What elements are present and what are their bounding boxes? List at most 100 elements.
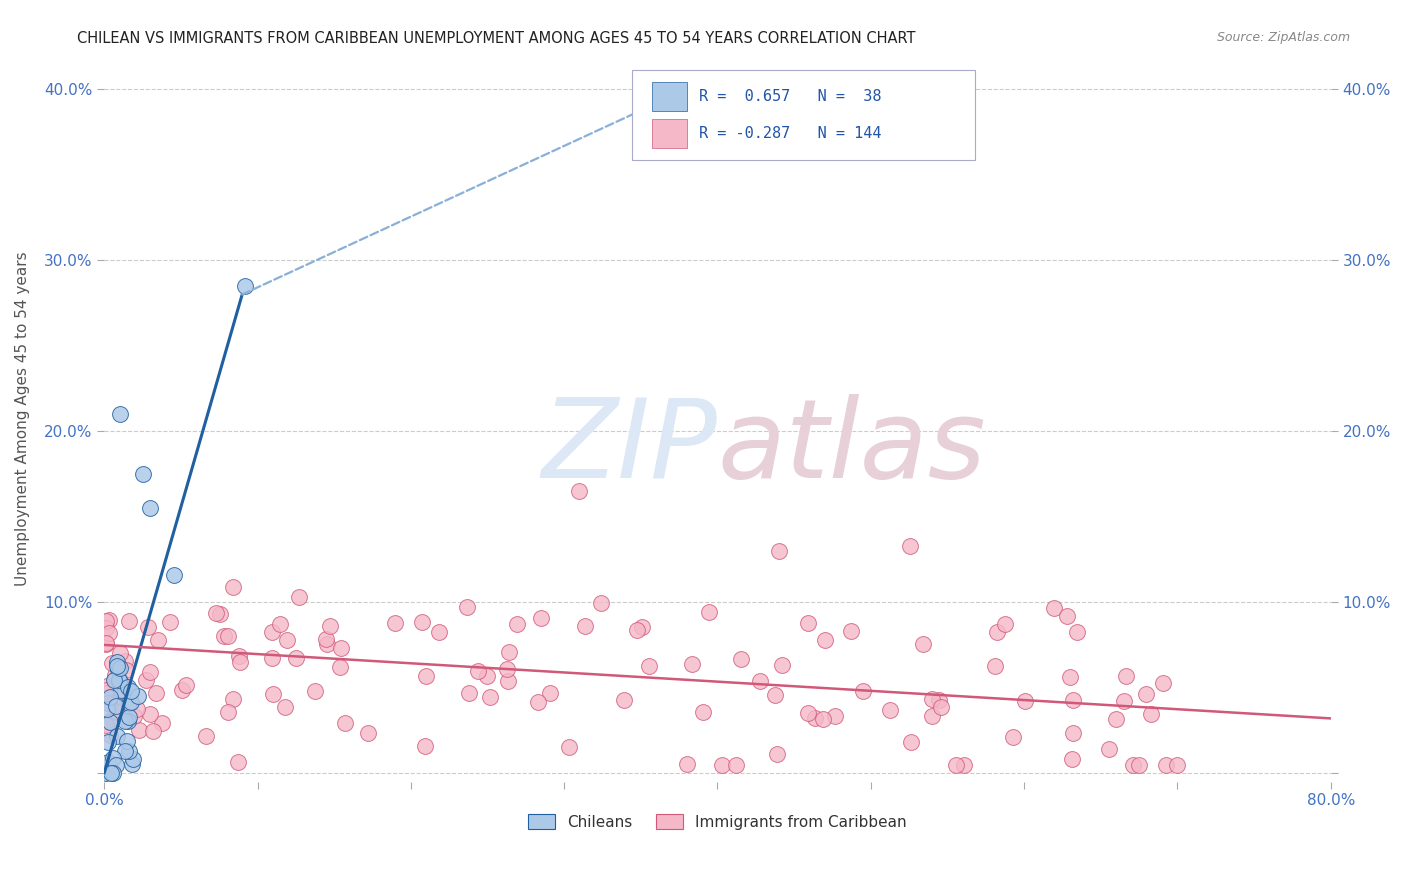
Point xyxy=(357,725,380,739)
Point xyxy=(110,646,132,660)
Point xyxy=(105,698,128,713)
Point xyxy=(98,728,121,742)
Point xyxy=(117,680,139,694)
Point xyxy=(692,705,714,719)
Point xyxy=(105,729,128,743)
Point xyxy=(97,734,120,748)
Point xyxy=(1066,624,1088,639)
Point xyxy=(94,718,117,732)
Point xyxy=(929,700,952,714)
Point xyxy=(318,618,340,632)
Point xyxy=(228,648,250,663)
Point xyxy=(1043,600,1066,615)
Point xyxy=(108,673,131,688)
Point xyxy=(100,766,122,780)
Text: R = -0.287   N = 144: R = -0.287 N = 144 xyxy=(699,126,882,141)
Point xyxy=(233,279,256,293)
Point xyxy=(97,625,120,640)
Point xyxy=(107,662,129,676)
Point xyxy=(1002,730,1025,744)
Point xyxy=(710,757,733,772)
Point xyxy=(115,734,138,748)
Point xyxy=(1112,694,1135,708)
Point xyxy=(1135,687,1157,701)
Point xyxy=(222,580,245,594)
Point xyxy=(952,757,974,772)
Point xyxy=(589,596,612,610)
Point xyxy=(105,655,128,669)
Point xyxy=(994,617,1017,632)
Text: CHILEAN VS IMMIGRANTS FROM CARIBBEAN UNEMPLOYMENT AMONG AGES 45 TO 54 YEARS CORR: CHILEAN VS IMMIGRANTS FROM CARIBBEAN UNE… xyxy=(77,31,915,46)
Point xyxy=(114,744,136,758)
Point xyxy=(335,716,357,731)
Point xyxy=(98,613,121,627)
Point xyxy=(176,678,198,692)
Point xyxy=(498,645,520,659)
Point xyxy=(142,724,165,739)
Point xyxy=(384,615,406,630)
Point xyxy=(131,467,153,481)
FancyBboxPatch shape xyxy=(652,119,686,148)
Point xyxy=(94,635,117,649)
Point xyxy=(530,611,553,625)
Text: Source: ZipAtlas.com: Source: ZipAtlas.com xyxy=(1216,31,1350,45)
Point xyxy=(139,501,162,516)
Point xyxy=(97,697,120,711)
Point xyxy=(217,705,239,719)
Point xyxy=(613,693,636,707)
Point xyxy=(98,714,121,729)
Point xyxy=(127,702,149,716)
Point xyxy=(574,619,596,633)
Point xyxy=(676,757,699,772)
Point xyxy=(229,655,252,669)
Point xyxy=(108,661,131,675)
Point xyxy=(262,625,284,640)
Point xyxy=(136,620,159,634)
Point xyxy=(697,605,720,619)
Point xyxy=(1166,757,1188,772)
Point xyxy=(114,654,136,668)
Text: R =  0.657   N =  38: R = 0.657 N = 38 xyxy=(699,89,882,104)
Point xyxy=(814,633,837,648)
Point xyxy=(97,756,120,770)
Point xyxy=(839,624,862,638)
Point xyxy=(120,695,142,709)
Point xyxy=(898,540,921,554)
Point xyxy=(98,697,121,711)
Point xyxy=(205,606,228,620)
Point xyxy=(1154,757,1177,772)
Point xyxy=(226,755,249,769)
Point xyxy=(159,615,181,629)
Point xyxy=(172,682,194,697)
Point xyxy=(107,674,129,689)
Point xyxy=(108,674,131,689)
Point xyxy=(209,607,232,621)
Point xyxy=(122,752,145,766)
Point xyxy=(98,691,121,706)
FancyBboxPatch shape xyxy=(652,82,686,112)
Point xyxy=(329,659,352,673)
Point xyxy=(558,739,581,754)
Point xyxy=(103,673,125,687)
Point xyxy=(98,678,121,692)
Point xyxy=(120,684,142,698)
Point xyxy=(797,616,820,631)
Point xyxy=(921,692,943,706)
Point xyxy=(1062,693,1084,707)
Point xyxy=(1115,668,1137,682)
Point xyxy=(527,695,550,709)
Y-axis label: Unemployment Among Ages 45 to 54 years: Unemployment Among Ages 45 to 54 years xyxy=(15,251,30,586)
Point xyxy=(288,590,311,604)
Point xyxy=(1060,752,1083,766)
Point xyxy=(104,667,127,681)
Text: atlas: atlas xyxy=(717,394,986,501)
Point xyxy=(94,686,117,700)
Point xyxy=(804,711,827,725)
Point xyxy=(94,637,117,651)
Point xyxy=(105,706,128,720)
Point xyxy=(928,693,950,707)
Point xyxy=(315,632,337,646)
Point xyxy=(945,757,967,772)
Point xyxy=(105,758,128,772)
Point xyxy=(105,659,128,673)
